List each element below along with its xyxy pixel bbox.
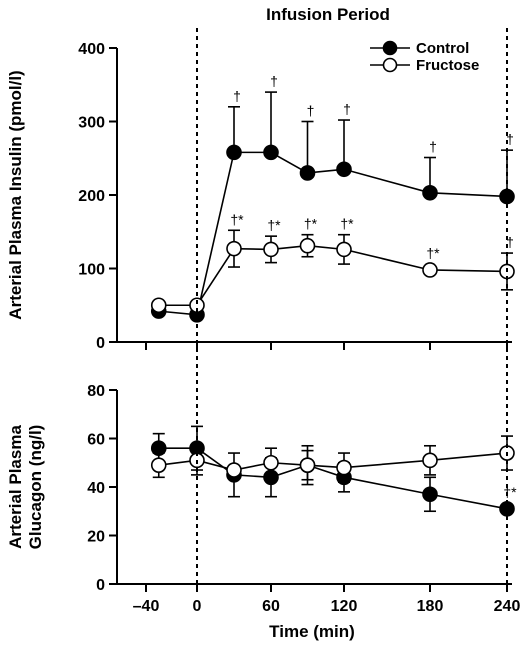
significance-annotation: † bbox=[429, 139, 437, 155]
significance-annotation: † bbox=[233, 88, 241, 104]
x-tick-label: –40 bbox=[133, 598, 160, 615]
fructose-point bbox=[336, 241, 352, 258]
significance-annotation: †* bbox=[267, 217, 281, 233]
significance-annotation: †* bbox=[230, 211, 244, 227]
fructose-point bbox=[263, 454, 279, 471]
fructose-point bbox=[422, 262, 438, 278]
significance-annotation: † bbox=[506, 131, 514, 147]
significance-annotation: †* bbox=[304, 216, 318, 232]
legend-entry-control: Control bbox=[416, 40, 469, 57]
y-axis-label: Arterial PlasmaGlucagon (ng/l) bbox=[6, 425, 45, 550]
fructose-series-line bbox=[158, 452, 508, 471]
x-axis-label: Time (min) bbox=[269, 622, 355, 641]
panel-glucagon: 0 20 40 60 80 –40 0 60 120 180 240 Arterial PlasmaG… bbox=[6, 383, 520, 615]
y-tick-label: 40 bbox=[87, 480, 105, 497]
y-tick-label: 80 bbox=[87, 383, 105, 400]
x-tick-label: 240 bbox=[494, 598, 520, 615]
significance-annotation: †* bbox=[340, 216, 354, 232]
fructose-point bbox=[226, 462, 242, 478]
significance-annotation: † bbox=[506, 234, 514, 250]
control-point bbox=[422, 184, 438, 201]
panel-insulin: 0 100 200 300 400 Arterial Plasma Insulin (pm… bbox=[6, 40, 515, 352]
y-tick-label: 200 bbox=[78, 188, 105, 205]
chart-title: Infusion Period bbox=[266, 5, 390, 24]
y-tick-label: 300 bbox=[78, 115, 105, 132]
y-axis-label: Arterial Plasma Insulin (pmol/l) bbox=[6, 70, 25, 319]
significance-annotation: †* bbox=[503, 484, 517, 500]
legend-marker bbox=[382, 40, 398, 56]
significance-annotation: † bbox=[343, 101, 351, 117]
control-series-line bbox=[158, 151, 508, 316]
x-tick-label: 180 bbox=[417, 598, 444, 615]
fructose-point bbox=[336, 459, 352, 476]
control-point bbox=[336, 161, 352, 178]
fructose-point bbox=[299, 457, 316, 473]
x-tick-label: 0 bbox=[193, 598, 202, 615]
y-tick-label: 0 bbox=[96, 577, 105, 594]
x-tick-label: 60 bbox=[262, 598, 280, 615]
y-tick-label: 20 bbox=[87, 529, 105, 546]
y-tick-label: 100 bbox=[78, 262, 105, 279]
control-point bbox=[299, 165, 316, 181]
fructose-point bbox=[226, 240, 242, 257]
significance-annotation: † bbox=[270, 73, 278, 89]
y-tick-label: 60 bbox=[87, 432, 105, 449]
control-point bbox=[263, 144, 279, 161]
fructose-point bbox=[150, 297, 167, 314]
x-tick-label: 120 bbox=[331, 598, 358, 615]
legend-marker bbox=[382, 57, 398, 73]
fructose-point bbox=[150, 457, 167, 473]
significance-annotation: † bbox=[307, 103, 315, 119]
legend-entry-fructose: Fructose bbox=[416, 57, 479, 74]
fructose-point bbox=[189, 297, 205, 314]
significance-annotation: †* bbox=[426, 245, 440, 261]
fructose-point bbox=[422, 452, 438, 469]
control-point bbox=[422, 486, 438, 503]
fructose-point bbox=[299, 237, 316, 254]
fructose-point bbox=[263, 241, 279, 258]
control-point bbox=[226, 144, 242, 161]
y-tick-label: 0 bbox=[96, 335, 105, 352]
fructose-series-line bbox=[158, 244, 508, 307]
y-tick-label: 400 bbox=[78, 41, 105, 58]
